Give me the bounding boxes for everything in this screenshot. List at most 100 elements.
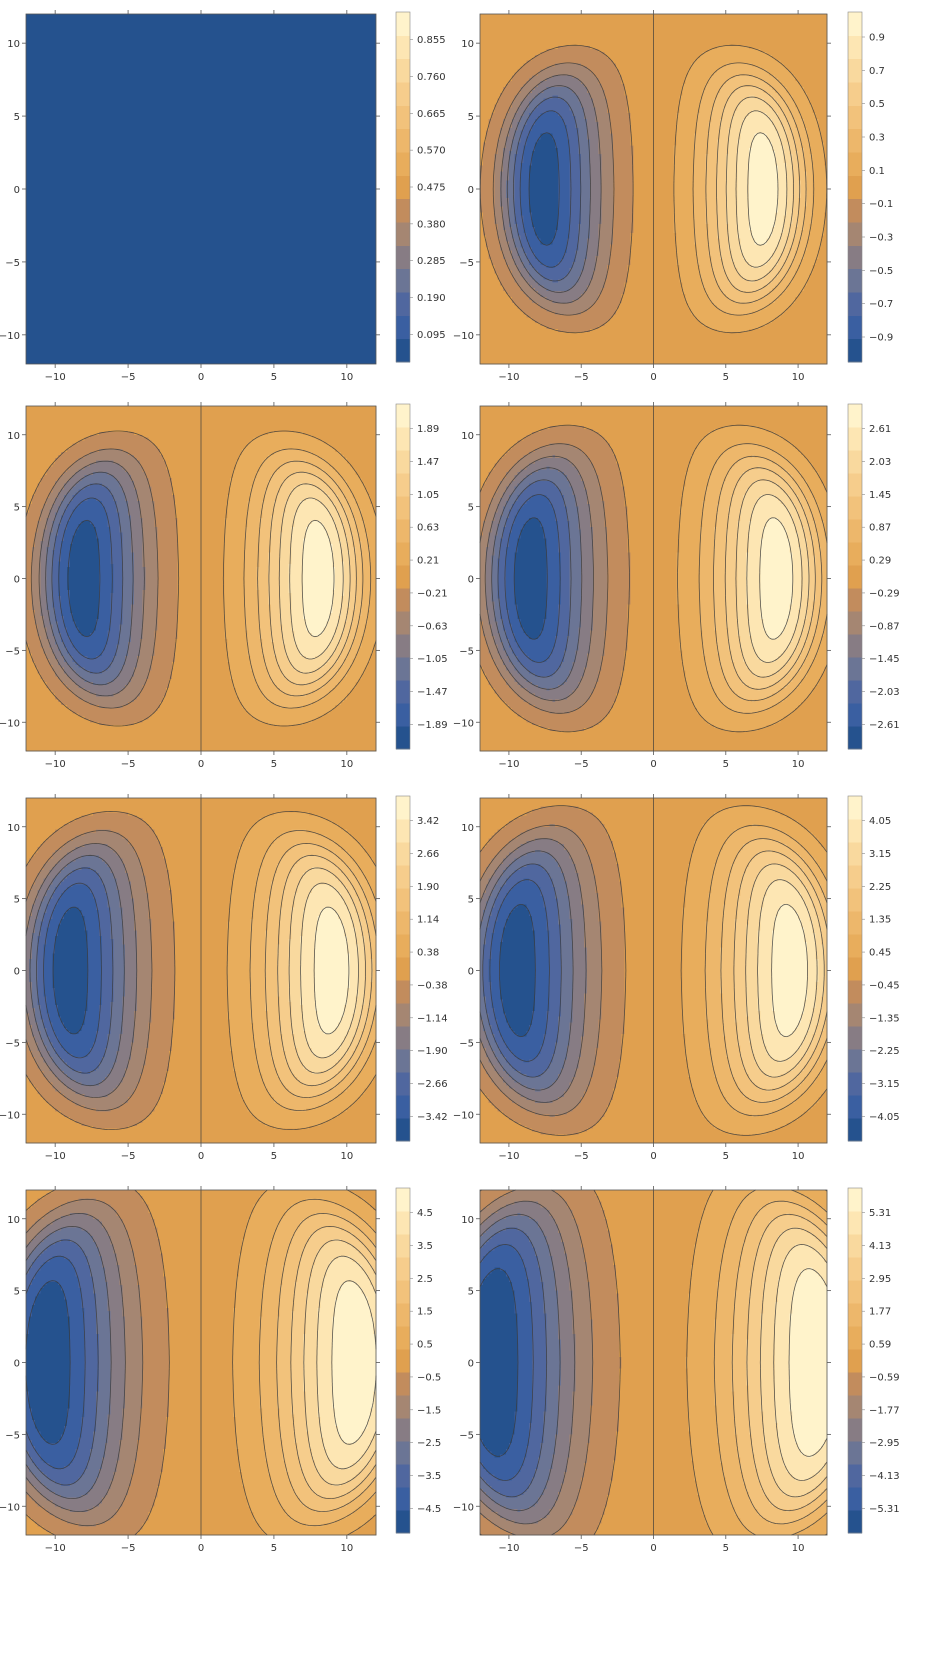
colorbar-label: 0.760 [417, 72, 446, 83]
colorbar-label: 5.31 [869, 1208, 891, 1219]
y-tick-label: 5 [14, 895, 20, 906]
colorbar-swatch [848, 796, 862, 820]
colorbar-swatch [848, 1372, 862, 1396]
y-tick-label: 10 [7, 823, 20, 834]
colorbar-label: −3.15 [869, 1079, 900, 1090]
colorbar-label: 0.9 [869, 33, 885, 44]
colorbar-swatch [848, 1118, 862, 1142]
y-tick-label: −10 [453, 718, 474, 729]
colorbar-swatch [848, 1234, 862, 1258]
contour-panel-6: −10 −5 0 5 10 −10 −5 0 5 10 4.05 3.15 2.25 1.35 0.45 −0… [452, 792, 927, 1184]
colorbar-swatch [396, 129, 410, 153]
colorbar-swatch [396, 634, 410, 658]
colorbar-swatch [396, 1372, 410, 1396]
contour-panel-5: −10 −5 0 5 10 −10 −5 0 5 10 3.42 2.66 1.90 1.14 0.38 −0… [0, 792, 475, 1184]
colorbar-swatch [396, 245, 410, 269]
colorbar-swatch [848, 1188, 862, 1212]
colorbar-label: −1.89 [417, 720, 448, 731]
y-tick-label: 0 [468, 575, 474, 586]
colorbar-label: 0.3 [869, 133, 885, 144]
x-tick-label: −5 [574, 1151, 589, 1162]
colorbar-label: 4.5 [417, 1208, 433, 1219]
colorbar-label: −1.05 [417, 654, 448, 665]
colorbar-swatch [396, 473, 410, 497]
colorbar-label: −0.7 [869, 299, 893, 310]
colorbar-swatch [396, 1049, 410, 1073]
colorbar-swatch [848, 199, 862, 223]
colorbar-swatch [396, 269, 410, 293]
x-tick-label: −10 [498, 1543, 519, 1554]
colorbar-label: 1.47 [417, 457, 439, 468]
colorbar [396, 404, 410, 750]
colorbar-swatch [396, 819, 410, 843]
colorbar-swatch [848, 680, 862, 704]
colorbar-swatch [396, 726, 410, 750]
x-tick-label: 0 [650, 1151, 656, 1162]
colorbar-label: 4.13 [869, 1241, 891, 1252]
colorbar-swatch [848, 473, 862, 497]
colorbar-swatch [848, 726, 862, 750]
y-tick-label: −5 [5, 1430, 20, 1441]
colorbar-label: 2.25 [869, 882, 891, 893]
x-tick-label: 10 [340, 759, 353, 770]
y-tick-label: 10 [7, 39, 20, 50]
colorbar-swatch [848, 269, 862, 293]
x-tick-label: −5 [574, 372, 589, 383]
y-tick-label: −10 [453, 1110, 474, 1121]
colorbar-swatch [396, 657, 410, 681]
contour-plot-3: −10 −5 0 5 10−10−505101.891.471.050.630.21−0… [0, 400, 475, 792]
colorbar-swatch [396, 980, 410, 1004]
x-tick-label: −5 [121, 1151, 136, 1162]
y-tick-label: 5 [468, 895, 474, 906]
colorbar-swatch [396, 1349, 410, 1373]
colorbar-label: −3.42 [417, 1112, 448, 1123]
colorbar-swatch [848, 12, 862, 36]
colorbar-swatch [848, 703, 862, 727]
colorbar [396, 12, 410, 363]
colorbar-swatch [396, 175, 410, 199]
contour-plot-4: −10 −5 0 5 10−10−505102.612.031.450.870.29−0… [452, 400, 927, 792]
colorbar-swatch [848, 819, 862, 843]
colorbar-label: −1.45 [869, 654, 900, 665]
colorbar-swatch [396, 680, 410, 704]
colorbar-label: 0.45 [869, 948, 891, 959]
x-tick-label: −10 [45, 1151, 66, 1162]
colorbar-label: −0.87 [869, 621, 900, 632]
colorbar-label: 1.90 [417, 882, 439, 893]
colorbar-swatch [848, 222, 862, 246]
colorbar-swatch [848, 1441, 862, 1465]
x-tick-label: 0 [650, 1543, 656, 1554]
colorbar-swatch [848, 152, 862, 176]
colorbar-swatch [396, 542, 410, 566]
colorbar-swatch [396, 1326, 410, 1350]
colorbar-swatch [396, 59, 410, 83]
x-tick-label: 10 [792, 1151, 805, 1162]
colorbar-label: 0.095 [417, 330, 446, 341]
colorbar-swatch [396, 1026, 410, 1050]
colorbar-label: 0.63 [417, 523, 439, 534]
colorbar-label: 0.7 [869, 66, 885, 77]
colorbar-swatch [396, 222, 410, 246]
x-tick-label: −10 [45, 1543, 66, 1554]
colorbar-swatch [848, 865, 862, 889]
colorbar-swatch [848, 339, 862, 363]
colorbar-label: −2.5 [417, 1438, 441, 1449]
colorbar-label: −0.59 [869, 1372, 900, 1383]
colorbar-swatch [396, 865, 410, 889]
colorbar-swatch [848, 1257, 862, 1281]
colorbar-swatch [848, 911, 862, 935]
colorbar-swatch [848, 1072, 862, 1096]
colorbar-swatch [396, 1095, 410, 1119]
colorbar-swatch [848, 1003, 862, 1027]
x-tick-label: 5 [271, 372, 277, 383]
colorbar-swatch [848, 1349, 862, 1373]
colorbar-swatch [848, 1095, 862, 1119]
x-tick-label: 10 [340, 1543, 353, 1554]
x-tick-label: −10 [45, 372, 66, 383]
colorbar-label: 0.1 [869, 166, 885, 177]
y-tick-label: 5 [14, 112, 20, 123]
colorbar-swatch [848, 1211, 862, 1235]
colorbar-swatch [848, 611, 862, 635]
colorbar-label: −1.77 [869, 1405, 900, 1416]
